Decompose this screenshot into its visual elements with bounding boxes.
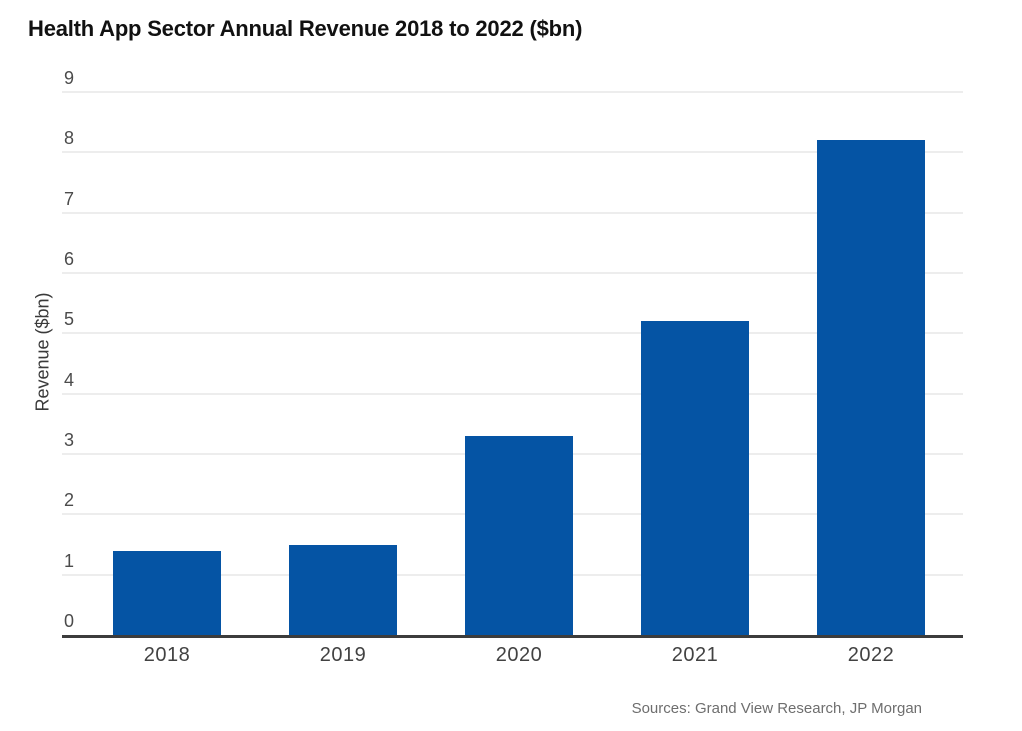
y-tick-label-1: 1 [64, 550, 75, 571]
y-tick-label-5: 5 [64, 309, 75, 330]
bar-2021 [641, 321, 749, 635]
y-tick-label-2: 2 [64, 490, 75, 511]
bar-2022 [817, 140, 925, 635]
y-tick-label-9: 9 [64, 68, 75, 88]
gridline-7 [62, 211, 963, 214]
y-tick-label-7: 7 [64, 188, 75, 209]
chart-title: Health App Sector Annual Revenue 2018 to… [28, 16, 583, 41]
y-axis-title: Revenue ($bn) [32, 292, 53, 412]
gridline-4 [62, 392, 963, 395]
x-tick-label-2020: 2020 [495, 644, 543, 666]
x-tick-label-2022: 2022 [847, 644, 895, 666]
source-note: Sources: Grand View Research, JP Morgan [631, 700, 922, 717]
y-tick-label-0: 0 [64, 611, 75, 631]
x-axis-labels: 2018 2019 2020 2021 2022 [62, 644, 963, 670]
gridline-5 [62, 332, 963, 335]
y-tick-label-4: 4 [64, 369, 75, 390]
x-tick-label-2018: 2018 [143, 644, 191, 666]
plot-area: 0 1 2 3 4 5 6 7 8 9 [62, 69, 963, 638]
bar-2019 [289, 544, 397, 635]
y-tick-label-8: 8 [64, 128, 75, 149]
bar-2018 [113, 550, 221, 635]
y-tick-label-3: 3 [64, 430, 75, 450]
gridline-8 [62, 151, 963, 154]
gridline-9 [62, 91, 963, 93]
y-tick-label-6: 6 [64, 249, 75, 269]
x-tick-label-2021: 2021 [671, 644, 719, 666]
bar-2020 [465, 435, 573, 635]
x-tick-label-2019: 2019 [319, 644, 367, 666]
gridline-6 [62, 272, 963, 274]
